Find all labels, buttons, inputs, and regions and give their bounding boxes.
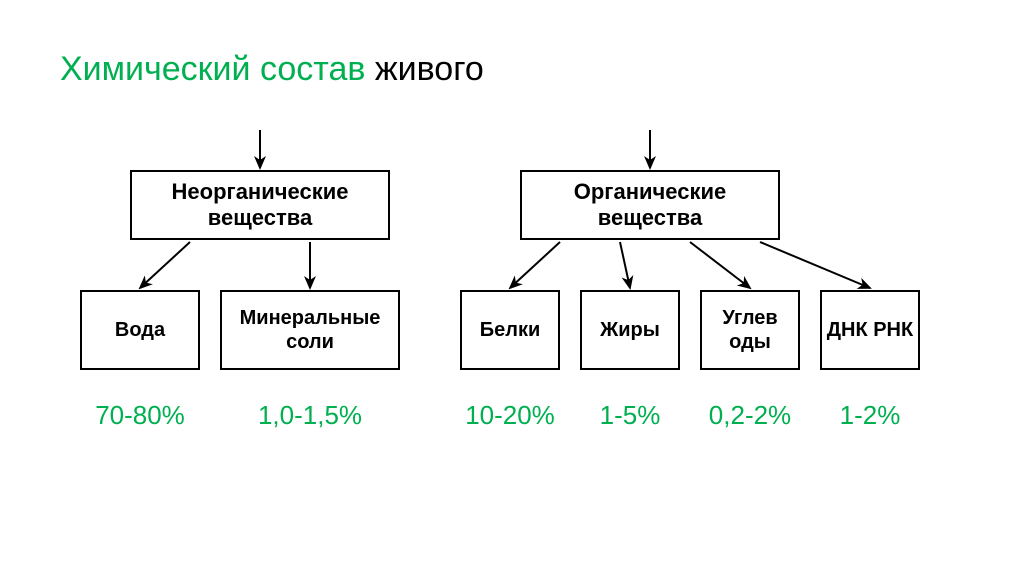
box-protein: Белки xyxy=(460,290,560,370)
box-salts: Минеральные соли xyxy=(220,290,400,370)
box-carb: Углев оды xyxy=(700,290,800,370)
label-carb: Углев оды xyxy=(702,306,798,354)
diagram-container: Неорганические вещества Органические вещ… xyxy=(60,120,960,520)
pct-fat: 1-5% xyxy=(580,400,680,431)
pct-water: 70-80% xyxy=(80,400,200,431)
label-protein: Белки xyxy=(480,318,541,342)
box-fat: Жиры xyxy=(580,290,680,370)
label-inorganic: Неорганические вещества xyxy=(132,179,388,232)
label-water: Вода xyxy=(115,318,165,342)
title-green: Химический состав xyxy=(60,50,365,88)
pct-protein: 10-20% xyxy=(450,400,570,431)
pct-dna: 1-2% xyxy=(820,400,920,431)
label-organic: Органические вещества xyxy=(522,179,778,232)
title-black: живого xyxy=(365,50,483,88)
label-dna: ДНК РНК xyxy=(827,318,913,342)
label-salts: Минеральные соли xyxy=(222,306,398,354)
box-water: Вода xyxy=(80,290,200,370)
box-organic: Органические вещества xyxy=(520,170,780,240)
pct-carb: 0,2-2% xyxy=(700,400,800,431)
box-inorganic: Неорганические вещества xyxy=(130,170,390,240)
label-fat: Жиры xyxy=(600,318,660,342)
page-title: Химический состав живого xyxy=(60,50,484,89)
box-dna: ДНК РНК xyxy=(820,290,920,370)
pct-salts: 1,0-1,5% xyxy=(220,400,400,431)
